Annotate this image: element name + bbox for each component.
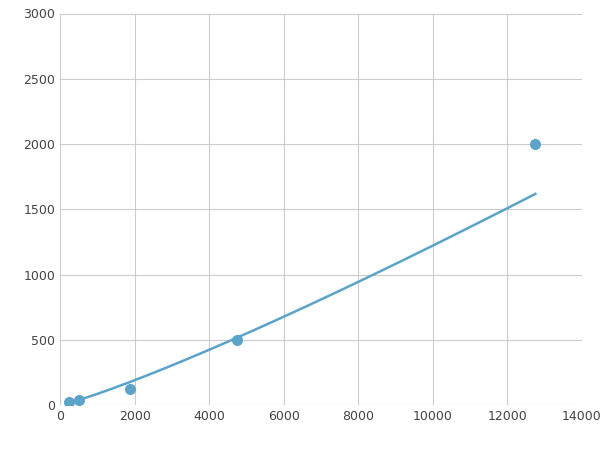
Point bbox=[530, 140, 540, 148]
Point bbox=[232, 336, 242, 343]
Point bbox=[65, 399, 74, 406]
Point bbox=[125, 386, 135, 393]
Point bbox=[74, 396, 83, 403]
